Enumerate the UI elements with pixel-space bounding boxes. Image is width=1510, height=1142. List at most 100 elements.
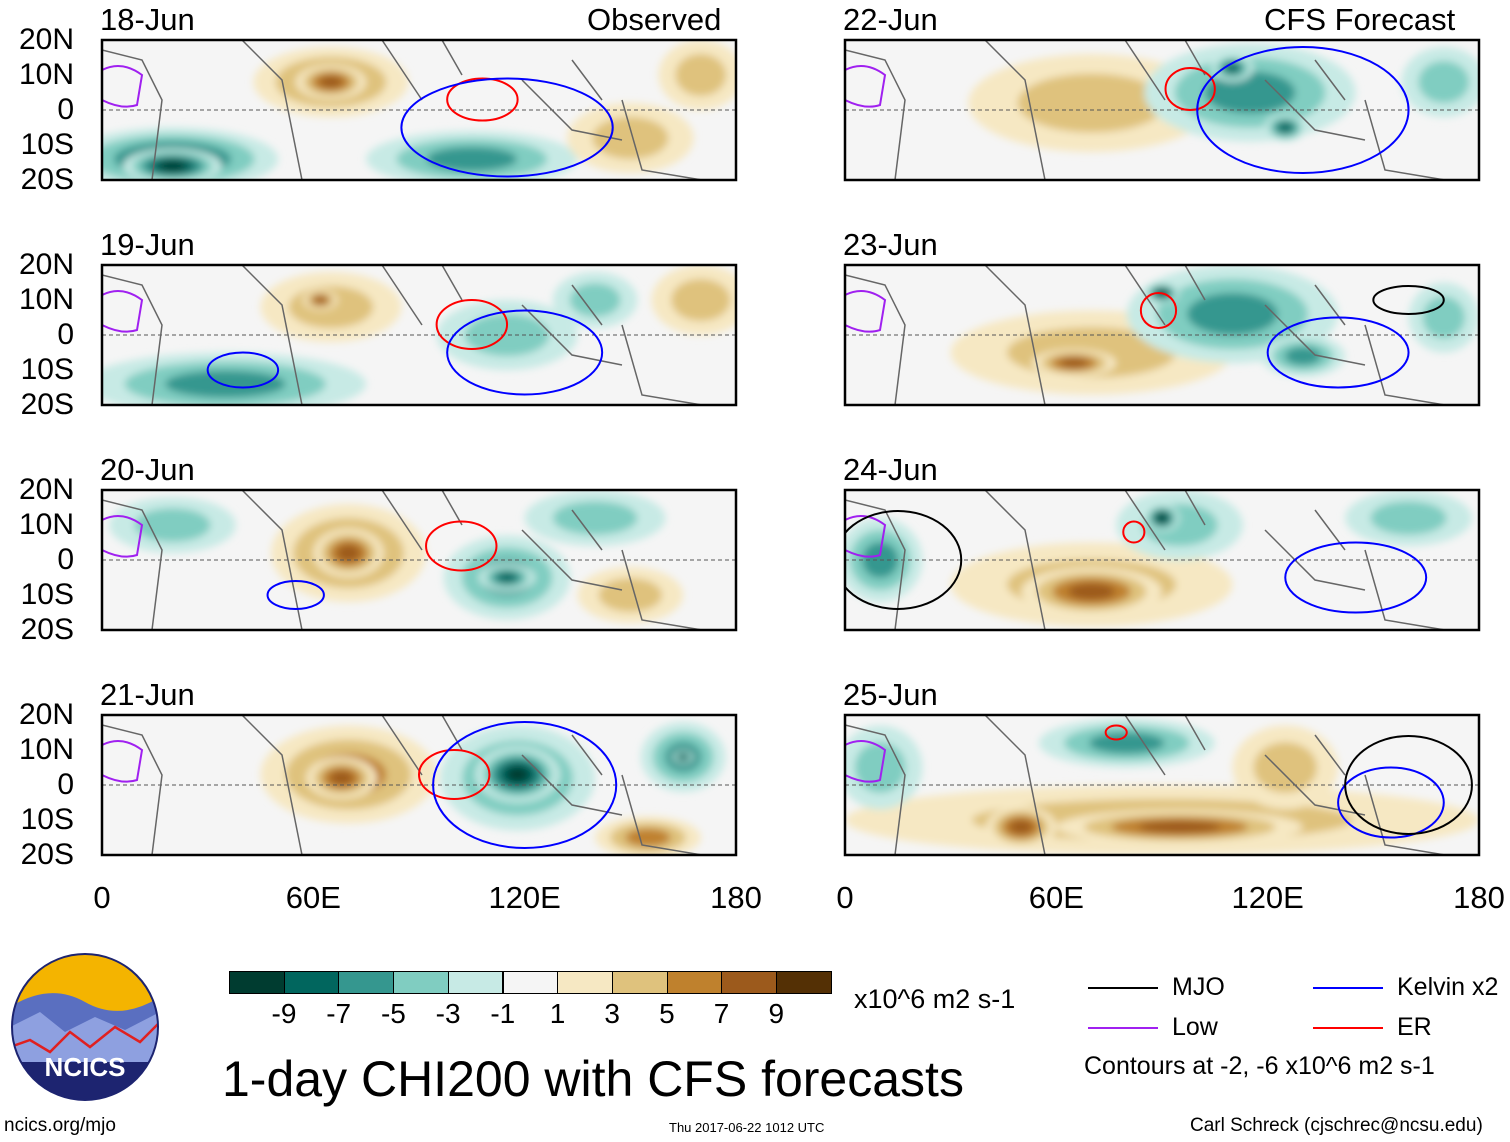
- panel-frame: [843, 38, 1481, 182]
- lat-label: 20N: [18, 248, 74, 281]
- anomaly-region: [336, 544, 361, 562]
- legend-swatch: [1313, 1027, 1383, 1029]
- anomaly-region: [1017, 73, 1166, 133]
- panel-date: 20-Jun: [100, 452, 195, 487]
- lat-label: 0: [57, 318, 74, 351]
- lon-label: 120E: [1231, 880, 1304, 915]
- map-panel: [100, 38, 738, 182]
- coastline: [102, 490, 703, 630]
- anomaly-region: [319, 76, 343, 88]
- colorbar-label: 7: [713, 998, 730, 1029]
- panel-frame: [100, 713, 738, 857]
- contour-note: Contours at -2, -6 x10^6 m2 s-1: [1084, 1052, 1435, 1080]
- anomaly-region: [1068, 583, 1116, 600]
- low-contour: [845, 290, 887, 333]
- legend-swatch: [1313, 987, 1383, 989]
- anomaly-region: [1422, 296, 1465, 339]
- anomaly-region: [464, 314, 550, 356]
- panel-date: 23-Jun: [843, 227, 938, 262]
- lat-label: 10N: [18, 283, 74, 316]
- anomaly-region: [1059, 358, 1089, 368]
- anomaly-region: [1187, 293, 1278, 335]
- lat-label: 20N: [18, 698, 74, 731]
- lon-label: 60E: [1028, 880, 1084, 915]
- lat-label: 10S: [20, 803, 74, 836]
- timestamp: Thu 2017-06-22 1012 UTC: [669, 1120, 825, 1135]
- kelvin-contour: [1266, 316, 1410, 389]
- anomaly-region: [134, 508, 211, 542]
- colorbar-swatch: [393, 971, 449, 994]
- map-panel: [100, 488, 738, 632]
- map-panel: [843, 263, 1481, 407]
- panel-date: 21-Jun: [100, 677, 195, 712]
- lat-label: 0: [57, 543, 74, 576]
- low-contour: [102, 290, 144, 333]
- map-panel: [843, 713, 1481, 857]
- colorbar-swatch: [502, 971, 559, 994]
- coastline: [102, 40, 703, 180]
- kelvin-contour: [1337, 766, 1445, 839]
- anomaly-region: [158, 161, 186, 171]
- anomaly-region: [329, 771, 354, 785]
- map-panel: [843, 38, 1481, 182]
- site-url[interactable]: ncics.org/mjo: [4, 1115, 116, 1136]
- colorbar-label: 5: [659, 998, 675, 1029]
- lat-label: 20N: [18, 473, 74, 506]
- figure-title: 1-day CHI200 with CFS forecasts: [222, 1051, 964, 1107]
- map-panel: [843, 488, 1481, 632]
- kelvin-contour: [266, 580, 325, 610]
- colorbar-label: -7: [326, 998, 352, 1029]
- lat-label: 0: [57, 93, 74, 126]
- low-contour: [102, 65, 144, 108]
- anomaly-region: [426, 147, 518, 171]
- anomaly-region: [1253, 742, 1317, 793]
- anomaly-region: [680, 755, 687, 759]
- lat-label: 10S: [20, 353, 74, 386]
- coastline: [845, 40, 1446, 180]
- er-contour: [418, 749, 491, 800]
- lon-label: 60E: [285, 880, 341, 915]
- colorbar-swatch: [776, 971, 832, 994]
- er-contour: [1164, 67, 1216, 111]
- anomaly-region: [1204, 71, 1296, 114]
- panel-date: 19-Jun: [100, 227, 195, 262]
- coastline: [845, 265, 1446, 405]
- low-contour: [845, 515, 887, 558]
- anomaly-region: [592, 117, 669, 159]
- anomaly-region: [314, 296, 327, 304]
- lat-label: 10N: [18, 58, 74, 91]
- panel-frame: [100, 38, 738, 182]
- ncics-logo: NCICS: [10, 952, 160, 1102]
- anomaly-region: [598, 578, 663, 612]
- anomaly-region: [854, 742, 906, 793]
- colorbar-swatch: [229, 971, 285, 994]
- colorbar-label: 1: [549, 998, 566, 1029]
- lon-label: 180: [710, 880, 762, 915]
- er-contour: [1104, 724, 1128, 741]
- legend-label: Low: [1172, 1013, 1218, 1041]
- low-contour: [102, 740, 144, 783]
- colorbar-swatch: [557, 971, 613, 994]
- anomaly-region: [1157, 514, 1167, 522]
- lat-label: 20S: [20, 838, 74, 871]
- anomaly-region: [1418, 61, 1470, 103]
- colorbar-units: x10^6 m2 s-1: [854, 984, 1016, 1014]
- legend-label: ER: [1397, 1013, 1432, 1041]
- coastline: [845, 715, 1446, 855]
- kelvin-contour: [1284, 541, 1428, 614]
- colorbar-swatch: [283, 971, 340, 994]
- colorbar-label: 3: [604, 998, 620, 1029]
- panel-date: 22-Jun: [843, 2, 938, 37]
- map-panel: [100, 263, 738, 407]
- panel-date: 18-Jun: [100, 2, 195, 37]
- lon-label: 120E: [488, 880, 561, 915]
- colorbar-swatch: [611, 971, 668, 994]
- coastline: [102, 265, 703, 405]
- colorbar-swatch: [721, 971, 777, 994]
- anomaly-region: [1278, 122, 1293, 133]
- kelvin-contour: [400, 77, 614, 178]
- credit: Carl Schreck (cjschrec@ncsu.edu): [1190, 1115, 1483, 1136]
- legend-swatch: [1088, 987, 1158, 989]
- colorbar-label: -9: [271, 998, 297, 1029]
